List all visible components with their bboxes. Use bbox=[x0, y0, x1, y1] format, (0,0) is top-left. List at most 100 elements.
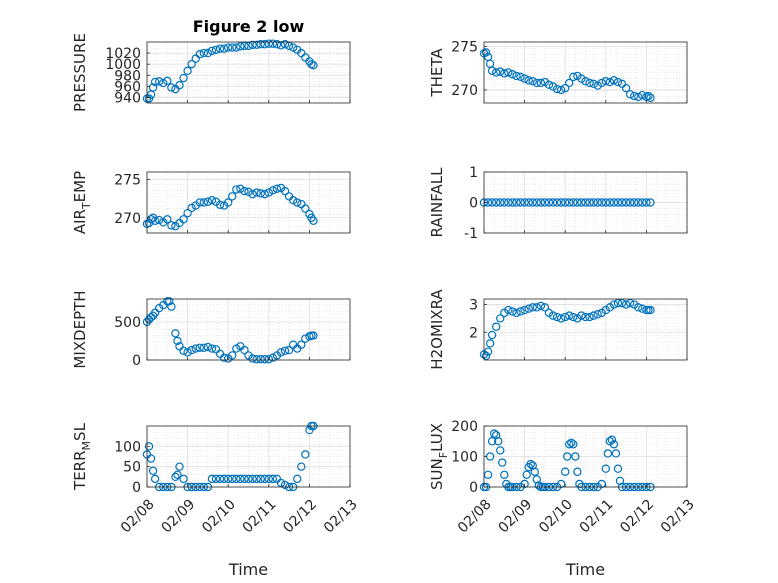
y-tick-label: 100 bbox=[114, 439, 141, 455]
data-point bbox=[642, 198, 651, 207]
y-axis-label-main: SUN bbox=[428, 458, 446, 490]
data-point bbox=[526, 459, 535, 469]
data-point bbox=[638, 198, 647, 207]
data-point bbox=[240, 345, 249, 355]
x-tick-label: 02/08 bbox=[455, 496, 495, 536]
data-point bbox=[248, 40, 257, 49]
data-point bbox=[483, 470, 493, 479]
data-point bbox=[528, 303, 537, 312]
data-point bbox=[565, 198, 574, 207]
data-point bbox=[561, 467, 570, 476]
data-point bbox=[236, 474, 245, 484]
data-point bbox=[508, 307, 517, 316]
data-point bbox=[536, 301, 546, 311]
data-point bbox=[552, 198, 562, 207]
data-point bbox=[609, 300, 619, 309]
y-axis-label-main: TERR bbox=[71, 450, 89, 491]
data-point bbox=[256, 474, 265, 484]
data-point bbox=[175, 462, 184, 471]
data-point bbox=[167, 302, 176, 311]
series-markers bbox=[142, 183, 318, 231]
data-point bbox=[524, 76, 533, 85]
data-point bbox=[244, 474, 253, 484]
x-tick-label: 02/13 bbox=[321, 496, 361, 536]
x-tick-label: 02/11 bbox=[240, 496, 280, 536]
data-point bbox=[167, 221, 176, 230]
data-point bbox=[191, 344, 200, 353]
data-point bbox=[605, 77, 615, 87]
data-point bbox=[264, 188, 273, 197]
data-point bbox=[232, 344, 241, 353]
series-markers bbox=[142, 297, 318, 364]
y-tick-label: 500 bbox=[114, 315, 141, 331]
data-point bbox=[272, 40, 282, 49]
y-axis-label-main: AIR bbox=[71, 209, 89, 234]
data-point bbox=[148, 466, 158, 475]
data-point bbox=[487, 330, 497, 340]
subplot-7: 0 50 100 02/08 02/09 02/10 02/11 02/12 02/13 TERR… bbox=[71, 421, 361, 579]
data-point bbox=[223, 198, 233, 207]
data-point bbox=[236, 42, 245, 51]
data-point bbox=[544, 198, 554, 207]
data-point bbox=[179, 346, 188, 356]
y-axis-label-tail: LUX bbox=[428, 423, 446, 452]
y-tick-label: -1 bbox=[464, 226, 478, 242]
data-point bbox=[613, 77, 623, 87]
y-axis-label: H2OMIXRA bbox=[428, 289, 446, 370]
x-tick-label: 02/09 bbox=[158, 496, 198, 536]
data-point bbox=[500, 470, 509, 479]
data-point bbox=[146, 215, 156, 224]
data-point bbox=[309, 331, 318, 340]
subplot-3: 270 275 AIRTEMP bbox=[71, 171, 351, 234]
data-point bbox=[548, 311, 558, 320]
series-markers bbox=[479, 198, 655, 207]
y-axis-label-main: MIXDEPTH bbox=[71, 290, 89, 368]
data-point bbox=[481, 48, 491, 57]
subplot-6: 2 3 H2OMIXRA bbox=[428, 289, 688, 370]
data-point bbox=[179, 215, 188, 224]
data-point bbox=[646, 93, 655, 102]
data-point bbox=[561, 198, 570, 207]
data-point bbox=[581, 198, 590, 207]
data-point bbox=[260, 355, 269, 364]
data-point bbox=[638, 90, 647, 100]
data-point bbox=[228, 192, 237, 201]
y-tick-label: 0 bbox=[132, 480, 141, 496]
data-point bbox=[611, 449, 621, 458]
data-point bbox=[516, 307, 525, 316]
data-point bbox=[195, 198, 204, 207]
y-axis-label: RAINFALL bbox=[428, 167, 446, 238]
data-point bbox=[207, 46, 217, 56]
data-point bbox=[644, 91, 653, 101]
data-point bbox=[489, 429, 499, 438]
data-point bbox=[589, 198, 598, 207]
data-point bbox=[520, 198, 529, 207]
data-point bbox=[236, 184, 245, 193]
data-point bbox=[524, 304, 533, 313]
data-point bbox=[625, 198, 635, 207]
data-point bbox=[171, 329, 180, 338]
x-tick-label: 02/12 bbox=[280, 496, 320, 536]
data-point bbox=[528, 77, 537, 86]
data-point bbox=[569, 312, 578, 322]
data-point bbox=[573, 467, 582, 476]
data-point bbox=[268, 186, 278, 195]
data-point bbox=[508, 198, 517, 207]
x-tick-label: 02/09 bbox=[495, 496, 535, 536]
data-point bbox=[187, 345, 196, 355]
data-point bbox=[597, 78, 606, 88]
axes-box bbox=[146, 298, 351, 361]
data-point bbox=[219, 44, 229, 53]
data-point bbox=[522, 470, 531, 479]
data-point bbox=[163, 76, 172, 86]
axes-box bbox=[483, 41, 688, 104]
data-point bbox=[487, 66, 497, 75]
data-point bbox=[524, 198, 533, 207]
data-point bbox=[536, 78, 546, 88]
data-point bbox=[617, 298, 627, 308]
data-point bbox=[646, 305, 655, 315]
data-point bbox=[175, 81, 184, 90]
data-point bbox=[634, 303, 643, 312]
data-point bbox=[581, 77, 590, 86]
y-tick-label: 0 bbox=[469, 196, 478, 212]
